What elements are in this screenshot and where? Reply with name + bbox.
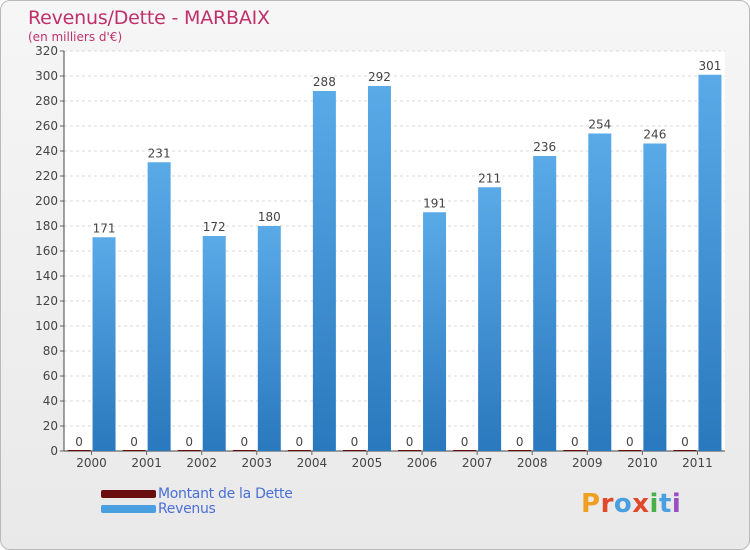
y-tick-label: 240: [35, 144, 58, 158]
y-tick-label: 40: [43, 394, 58, 408]
data-label-revenus-2000: 171: [93, 221, 116, 235]
data-label-revenus-2010: 246: [643, 128, 666, 142]
bar-revenus-2010: [643, 143, 667, 451]
bar-revenus-2006: [423, 212, 447, 451]
y-tick-label: 0: [50, 444, 58, 458]
x-tick-label: 2009: [572, 456, 603, 470]
x-tick-label: 2011: [682, 456, 713, 470]
data-label-revenus-2011: 301: [699, 59, 722, 73]
bar-revenus-2004: [312, 91, 336, 451]
y-tick-label: 280: [35, 94, 58, 108]
data-label-dette-2008: 0: [516, 435, 524, 449]
legend: Montant de la Dette Revenus: [101, 485, 293, 517]
data-label-dette-2003: 0: [240, 435, 248, 449]
x-tick-label: 2007: [462, 456, 493, 470]
x-tick-label: 2004: [297, 456, 328, 470]
y-tick-label: 80: [43, 344, 58, 358]
legend-swatch-revenus: [101, 504, 156, 513]
bar-revenus-2009: [588, 133, 612, 451]
logo-letter: o: [613, 489, 633, 519]
bar-dette-2008: [508, 450, 532, 451]
legend-label-revenus: Revenus: [158, 500, 216, 517]
bar-revenus-2003: [257, 226, 281, 451]
bar-dette-2010: [618, 450, 642, 451]
logo-letter: r: [600, 489, 614, 519]
bar-dette-2007: [453, 450, 477, 451]
bar-dette-2009: [563, 450, 587, 451]
x-tick-label: 2006: [407, 456, 438, 470]
legend-swatch-dette: [101, 489, 156, 498]
bar-dette-2002: [177, 450, 201, 451]
proxiti-logo: Proxiti: [581, 489, 681, 519]
x-tick-label: 2010: [627, 456, 658, 470]
data-label-revenus-2002: 172: [203, 220, 226, 234]
data-label-dette-2004: 0: [296, 435, 304, 449]
chart-title: Revenus/Dette - MARBAIX: [28, 7, 270, 29]
y-tick-label: 100: [35, 319, 58, 333]
bar-revenus-2007: [478, 187, 502, 451]
bar-dette-2003: [232, 450, 256, 451]
y-tick-label: 120: [35, 294, 58, 308]
bar-revenus-2000: [92, 237, 116, 451]
y-tick-label: 60: [43, 369, 58, 383]
y-tick-label: 160: [35, 244, 58, 258]
legend-label-dette: Montant de la Dette: [158, 485, 293, 502]
data-label-dette-2011: 0: [681, 435, 689, 449]
x-tick-label: 2002: [186, 456, 217, 470]
y-tick-label: 260: [35, 119, 58, 133]
logo-letter: P: [581, 489, 601, 519]
bar-dette-2004: [287, 450, 311, 451]
data-label-revenus-2008: 236: [533, 140, 556, 154]
logo-letter: x: [632, 489, 650, 519]
bar-revenus-2008: [533, 156, 557, 451]
x-tick-label: 2000: [76, 456, 107, 470]
x-tick-label: 2001: [131, 456, 162, 470]
data-label-dette-2001: 0: [130, 435, 138, 449]
chart-subtitle: (en milliers d'€): [28, 30, 123, 44]
data-label-revenus-2001: 231: [148, 146, 171, 160]
data-label-revenus-2007: 211: [478, 171, 501, 185]
y-tick-label: 200: [35, 194, 58, 208]
logo-letter: t: [658, 489, 672, 519]
data-label-dette-2006: 0: [406, 435, 414, 449]
y-tick-label: 20: [43, 419, 58, 433]
bar-dette-2011: [673, 450, 697, 451]
data-label-revenus-2005: 292: [368, 70, 391, 84]
y-tick-label: 320: [35, 44, 58, 58]
data-label-dette-2009: 0: [571, 435, 579, 449]
y-tick-label: 220: [35, 169, 58, 183]
logo-letter: i: [649, 489, 659, 519]
logo-letter: i: [671, 489, 682, 519]
bar-dette-2005: [342, 450, 366, 451]
data-label-revenus-2004: 288: [313, 75, 336, 89]
x-tick-label: 2008: [517, 456, 548, 470]
legend-item-revenus: Revenus: [101, 500, 293, 517]
data-label-revenus-2006: 191: [423, 196, 446, 210]
bar-revenus-2005: [367, 86, 391, 451]
y-tick-label: 140: [35, 269, 58, 283]
bar-dette-2000: [67, 450, 91, 451]
x-tick-label: 2005: [352, 456, 383, 470]
data-label-dette-2005: 0: [351, 435, 359, 449]
y-tick-label: 300: [35, 69, 58, 83]
x-tick-label: 2003: [242, 456, 273, 470]
bar-revenus-2011: [698, 74, 722, 451]
data-label-revenus-2009: 254: [588, 118, 611, 132]
legend-item-dette: Montant de la Dette: [101, 485, 293, 502]
y-tick-label: 180: [35, 219, 58, 233]
data-label-dette-2000: 0: [75, 435, 83, 449]
data-label-dette-2007: 0: [461, 435, 469, 449]
data-label-dette-2002: 0: [185, 435, 193, 449]
bar-dette-2006: [398, 450, 422, 451]
bar-revenus-2001: [147, 162, 171, 451]
bar-revenus-2002: [202, 236, 226, 451]
data-label-revenus-2003: 180: [258, 210, 281, 224]
data-label-dette-2010: 0: [626, 435, 634, 449]
bar-dette-2001: [122, 450, 146, 451]
